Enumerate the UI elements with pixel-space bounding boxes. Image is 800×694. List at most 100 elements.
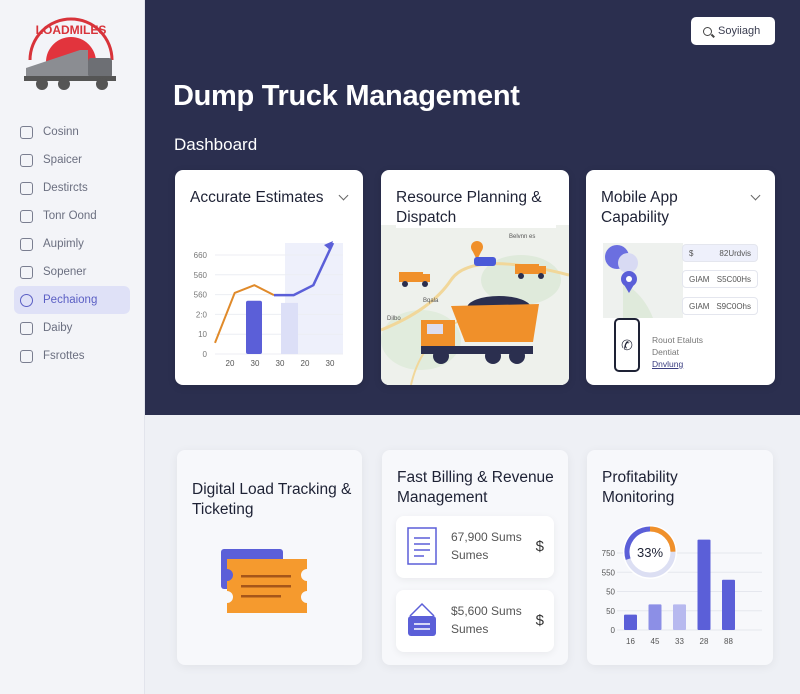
- bar: [722, 579, 735, 630]
- dollar-icon: $: [535, 538, 544, 555]
- loadmiles-logo: LOADMILES: [24, 17, 116, 90]
- search-icon: [703, 26, 712, 36]
- svg-text:LOADMILES: LOADMILES: [36, 23, 107, 37]
- card-load-tracking[interactable]: Digital Load Tracking & Ticketing: [177, 450, 362, 665]
- bar: [673, 604, 686, 630]
- invoice-icon: [407, 527, 437, 565]
- bar: [648, 604, 662, 630]
- sidebar-item-pechaiong[interactable]: Pechaiong: [14, 286, 130, 314]
- x-tick-label: 30: [326, 359, 335, 368]
- sidebar-item-sopener[interactable]: Sopener: [14, 258, 130, 286]
- check-icon: [20, 321, 33, 335]
- list-icon: [20, 237, 33, 251]
- donut-label: 33%: [637, 545, 663, 560]
- ticket-icon: [221, 549, 307, 613]
- map-label: Bqala: [423, 298, 439, 304]
- sidebar-item-label: Tonr Oond: [43, 210, 97, 222]
- billing-item[interactable]: 67,900 Sums Sumes $: [396, 516, 554, 578]
- y-tick-label: 50: [606, 588, 615, 597]
- sidebar-item-tonr-oond[interactable]: Tonr Oond: [14, 202, 130, 230]
- x-tick-label: 30: [276, 359, 285, 368]
- bar: [624, 614, 637, 630]
- sidebar-item-label: Aupimly: [43, 238, 84, 250]
- sidebar-item-daiby[interactable]: Daiby: [14, 314, 130, 342]
- card-mobile-app[interactable]: Mobile App Capability $82Urdvis GIAM S5C0…: [586, 170, 775, 385]
- y-tick-label: 560: [194, 271, 208, 280]
- x-tick-label: 20: [301, 359, 310, 368]
- y-tick-label: 0: [611, 626, 616, 635]
- small-truck-icon: [515, 264, 546, 279]
- billing-item[interactable]: $5,600 Sums Sumes $: [396, 590, 554, 652]
- card-title: Fast Billing & Revenue Management: [397, 469, 554, 506]
- car-icon: [474, 257, 496, 266]
- map-label: Dilbo: [387, 316, 401, 322]
- location-pin-icon: [471, 241, 483, 260]
- phone-icon: ✆: [614, 318, 640, 372]
- x-tick-label: 16: [626, 637, 635, 646]
- clock-icon: [20, 293, 33, 307]
- donut-arc-blue: [624, 526, 676, 578]
- y-tick-label: 10: [198, 330, 207, 339]
- y-tick-label: 550: [602, 568, 616, 577]
- envelope-icon: [408, 602, 436, 636]
- dollar-icon: $: [535, 612, 544, 629]
- card-resource-planning[interactable]: Belvnn es Bqala Dilbo Resource Planning …: [381, 170, 569, 385]
- sidebar-item-label: Sopener: [43, 266, 87, 278]
- form-icon: [20, 349, 33, 363]
- x-tick-label: 20: [226, 359, 235, 368]
- card-title: Digital Load Tracking & Ticketing: [192, 481, 352, 518]
- y-tick-label: 0: [203, 350, 208, 359]
- x-tick-label: 45: [651, 637, 660, 646]
- card-title: Mobile App Capability: [601, 189, 678, 226]
- details-link[interactable]: Dnvlung: [652, 359, 684, 369]
- status-line: Rouot Etaluts: [652, 335, 704, 345]
- x-tick-label: 88: [724, 637, 733, 646]
- page-subtitle: Dashboard: [174, 135, 258, 154]
- sidebar: LOADMILES Cosinn Spaicer Destircts Tonr Oon…: [0, 0, 145, 694]
- line-series-orange: [214, 284, 275, 344]
- small-truck-icon: [399, 272, 430, 287]
- sidebar-item-label: Fsrottes: [43, 350, 85, 362]
- sidebar-item-label: Daiby: [43, 322, 73, 334]
- doc-icon: [20, 209, 33, 223]
- sidebar-item-label: Pechaiong: [43, 294, 98, 306]
- status-line: Dentiat: [652, 347, 679, 357]
- card-profitability[interactable]: Profitability Monitoring 750 550 50 50 0 16 45…: [587, 450, 773, 665]
- bar: [697, 539, 711, 630]
- bar: [246, 300, 262, 354]
- location-map: [603, 243, 683, 318]
- x-tick-label: 30: [251, 359, 260, 368]
- stat-row: GIAM S5C00Hs: [682, 270, 758, 288]
- location-pin-icon: [621, 271, 637, 293]
- sidebar-item-cosinn[interactable]: Cosinn: [14, 118, 130, 146]
- arrow-head-icon: [324, 241, 333, 250]
- line-series-blue: [274, 242, 335, 297]
- y-tick-label: 50: [606, 607, 615, 616]
- sidebar-item-label: Spaicer: [43, 154, 82, 166]
- dump-truck-icon: [421, 296, 539, 364]
- sidebar-item-label: Destircts: [43, 182, 88, 194]
- card-title: Resource Planning & Dispatch: [396, 188, 556, 228]
- search-input[interactable]: Soyiiagh: [691, 17, 775, 45]
- y-tick-label: 2:0: [196, 310, 208, 319]
- donut-bg: [623, 525, 677, 579]
- x-tick-label: 33: [675, 637, 684, 646]
- sidebar-item-spaicer[interactable]: Spaicer: [14, 146, 130, 174]
- box-icon: [20, 153, 33, 167]
- sidebar-item-fsrottes[interactable]: Fsrottes: [14, 342, 130, 370]
- y-tick-label: 750: [602, 549, 616, 558]
- card-accurate-estimates[interactable]: Accurate Estimates 660 560 560 2:0 10 0 20 30 30…: [175, 170, 363, 385]
- billing-amount: $5,600 Sums: [451, 604, 522, 618]
- stat-row: GIAM S9C0Ohs: [682, 297, 758, 315]
- donut-arc-orange: [624, 526, 676, 578]
- sidebar-item-destircts[interactable]: Destircts: [14, 174, 130, 202]
- card-billing[interactable]: Fast Billing & Revenue Management 67,900…: [382, 450, 568, 665]
- bar: [281, 302, 298, 354]
- sidebar-item-aupimly[interactable]: Aupimly: [14, 230, 130, 258]
- sidebar-nav: Cosinn Spaicer Destircts Tonr Oond Aupimly So…: [14, 118, 130, 370]
- map-label: Belvnn es: [509, 234, 535, 240]
- page-title: Dump Truck Management: [173, 80, 520, 112]
- billing-label: Sumes: [451, 548, 489, 562]
- estimates-chart: 660 560 560 2:0 10 0 20 30 30 20 30: [194, 241, 343, 368]
- chevron-down-icon[interactable]: [750, 190, 761, 201]
